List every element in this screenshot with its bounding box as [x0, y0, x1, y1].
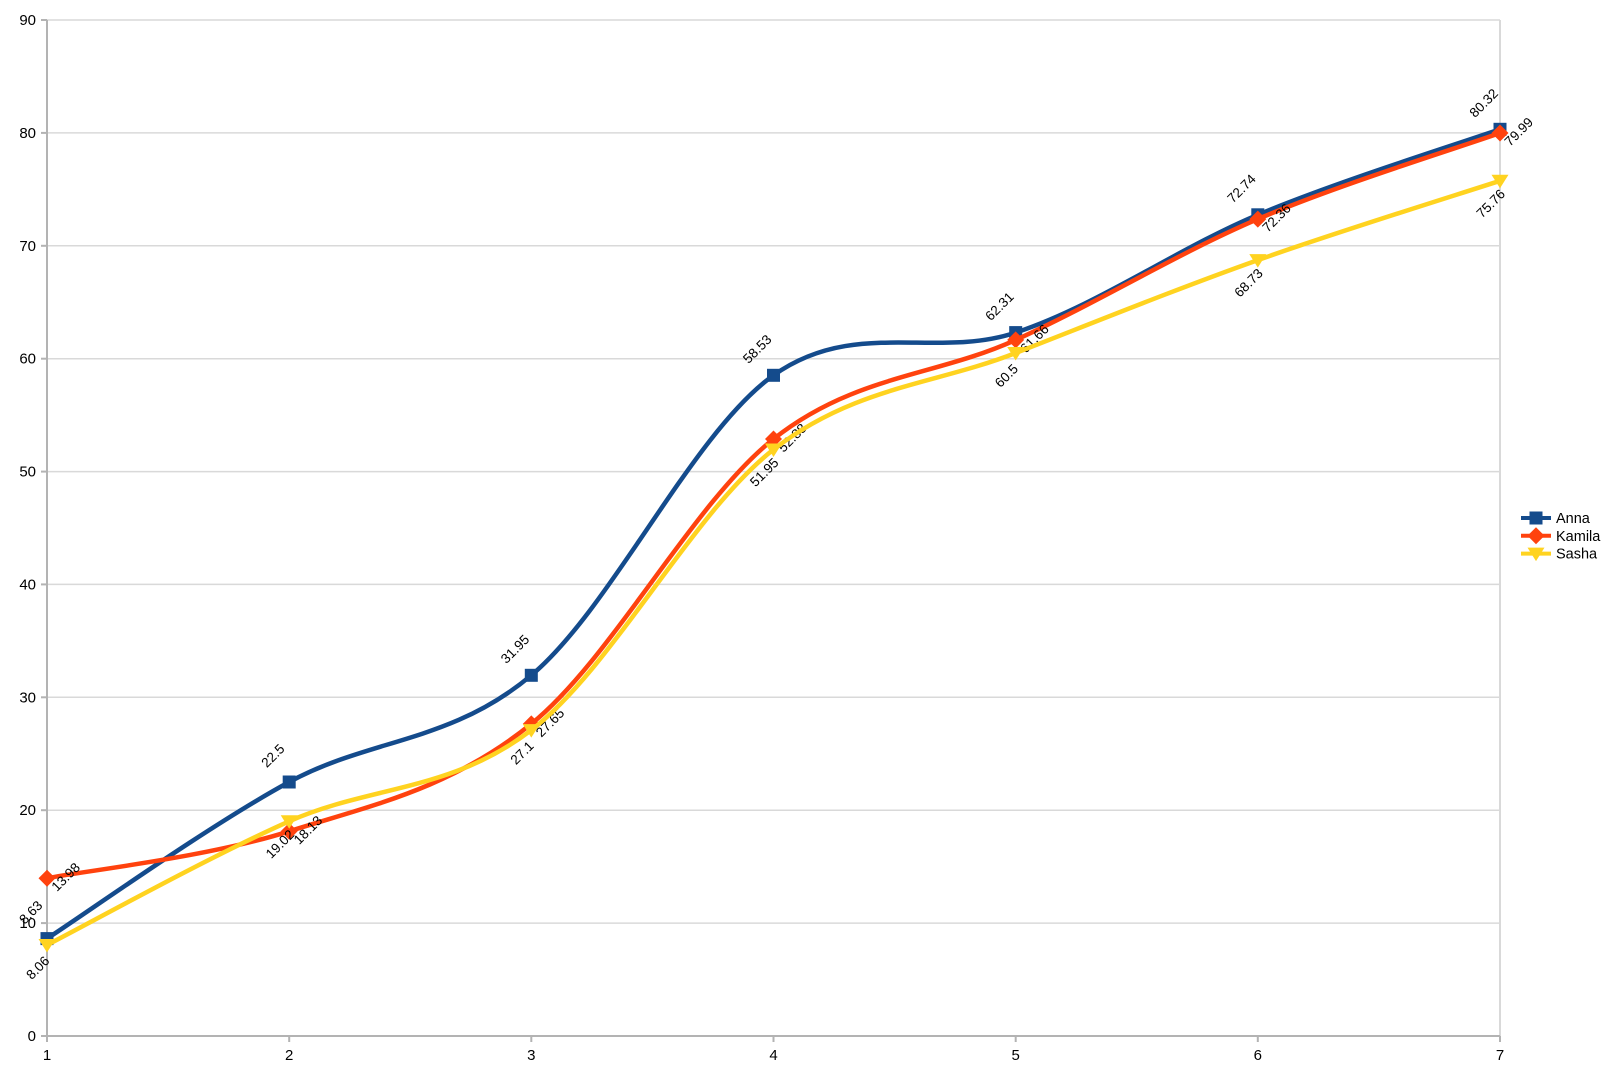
data-point-marker-anna	[282, 775, 296, 789]
data-point-marker-sasha	[1249, 254, 1267, 268]
data-point-label-anna: 62.31	[982, 289, 1017, 324]
y-axis-tick-label: 30	[19, 689, 36, 706]
data-point-marker-anna	[524, 668, 538, 682]
data-point-label-sasha: 75.76	[1474, 186, 1509, 221]
data-point-label-anna: 31.95	[498, 632, 533, 667]
y-axis-tick-label: 80	[19, 125, 36, 142]
data-point-label-anna: 22.5	[258, 741, 287, 770]
legend-label: Kamila	[1556, 529, 1601, 545]
legend-marker-triangle-down-icon	[1527, 547, 1545, 562]
data-point-marker-anna	[767, 368, 780, 382]
data-point-marker-sasha	[38, 939, 56, 953]
data-point-marker-kamila	[1491, 124, 1509, 142]
y-axis-tick-label: 90	[19, 12, 36, 29]
y-axis-tick-label: 20	[19, 802, 36, 819]
data-point-marker-sasha	[765, 443, 782, 457]
legend-item-anna: Anna	[1521, 511, 1591, 527]
legend-label: Anna	[1556, 511, 1591, 527]
data-point-label-anna: 80.32	[1467, 86, 1502, 121]
data-point-marker-kamila	[765, 430, 782, 448]
x-axis-tick-label: 7	[1496, 1047, 1504, 1064]
data-point-marker-sasha	[1007, 347, 1025, 361]
data-point-label-anna: 72.74	[1224, 171, 1259, 206]
data-point-label-sasha: 68.73	[1231, 266, 1266, 301]
x-axis-tick-label: 4	[769, 1047, 777, 1064]
x-axis-tick-label: 2	[285, 1047, 293, 1064]
legend-marker-diamond-icon	[1527, 527, 1545, 545]
legend-marker-square-icon	[1529, 511, 1543, 525]
data-point-marker-kamila	[1007, 331, 1025, 349]
legend-label: Sasha	[1556, 547, 1598, 563]
x-axis-tick-label: 5	[1012, 1047, 1020, 1064]
y-axis-tick-label: 0	[28, 1028, 36, 1045]
data-point-label-sasha: 8.06	[23, 953, 52, 982]
series-line-sasha	[44, 178, 1503, 948]
data-point-marker-kamila	[280, 822, 298, 840]
data-point-label-anna: 58.53	[740, 332, 775, 367]
x-axis-tick-label: 6	[1254, 1047, 1262, 1064]
y-axis-tick-label: 60	[19, 351, 36, 368]
y-axis-tick-label: 70	[19, 238, 36, 255]
y-axis-tick-label: 40	[19, 576, 36, 593]
y-axis-tick-label: 50	[19, 464, 36, 481]
x-axis-tick-label: 1	[43, 1047, 51, 1064]
x-axis-tick-label: 3	[527, 1047, 535, 1064]
legend-item-kamila: Kamila	[1521, 527, 1601, 545]
data-point-marker-sasha	[1491, 174, 1509, 189]
data-point-marker-sasha	[280, 815, 298, 829]
data-point-marker-kamila	[38, 869, 56, 887]
data-point-label-sasha: 60.5	[992, 361, 1021, 390]
data-point-marker-kamila	[1249, 210, 1267, 228]
data-point-marker-sasha	[522, 724, 540, 738]
y-axis-tick-label: 10	[19, 915, 36, 932]
legend: Anna Kamila Sasha	[1521, 511, 1601, 563]
legend-item-sasha: Sasha	[1521, 547, 1598, 563]
